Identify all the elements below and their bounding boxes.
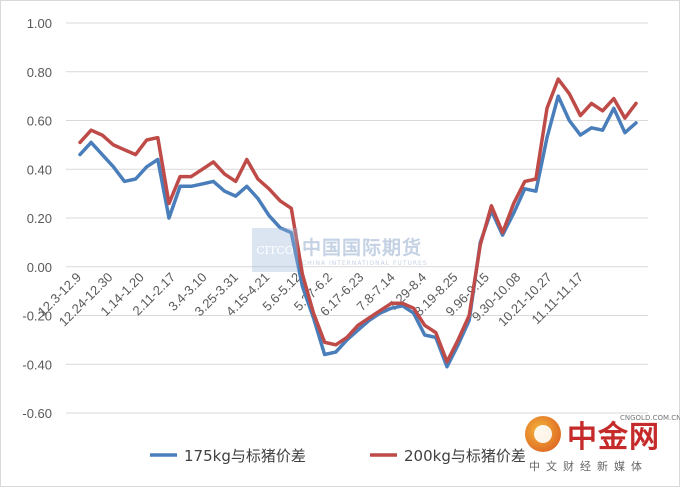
watermark: CITCO 中国国际期货 CHINA INTERNATIONAL FUTURES (252, 228, 428, 272)
cngold-logo: 中金网 CNGOLD.COM.CN 中文财经新媒体 (525, 412, 680, 476)
series-line-2 (78, 77, 638, 364)
y-tick-label: 0.40 (27, 162, 52, 177)
y-tick-label: 0.20 (27, 211, 52, 226)
y-tick-label: -0.60 (22, 406, 52, 421)
watermark-box: CITCO (252, 228, 298, 272)
logo-emblem-icon (525, 416, 561, 452)
y-tick-label: -0.20 (22, 309, 52, 324)
logo-url: CNGOLD.COM.CN (620, 414, 680, 422)
y-tick-label: 0.80 (27, 65, 52, 80)
watermark-subtext: CHINA INTERNATIONAL FUTURES (302, 260, 428, 267)
y-tick-label: 0.00 (27, 260, 52, 275)
logo-tagline: 中文财经新媒体 (529, 460, 648, 473)
y-tick-label: 1.00 (27, 16, 52, 31)
legend-label-2: 200kg与标猪价差 (404, 447, 526, 465)
y-tick-label: -0.40 (22, 357, 52, 372)
series-line-1 (78, 94, 638, 369)
legend-label-1: 175kg与标猪价差 (184, 447, 306, 465)
y-tick-label: 0.60 (27, 114, 52, 129)
watermark-text: 中国国际期货 (302, 237, 423, 259)
logo-name: 中金网 (567, 420, 660, 455)
